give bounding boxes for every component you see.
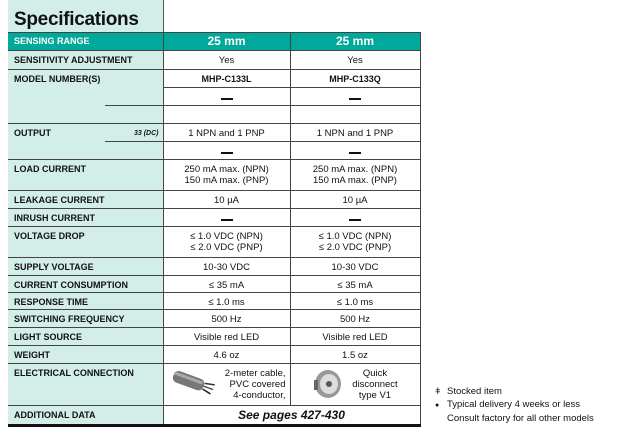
header-row: SENSING RANGE 25 mm 25 mm (8, 32, 421, 51)
table-row: LIGHT SOURCE Visible red LED Visible red… (8, 327, 421, 346)
cell-line: 2-meter cable, (224, 368, 286, 379)
legend-delivery: ● Typical delivery 4 weeks or less (435, 398, 594, 412)
cell-line: type V1 (358, 390, 392, 401)
sensing-range-col2: 25 mm (290, 32, 421, 51)
cell-line: 150 mA max. (PNP) (184, 175, 269, 186)
legend-stocked: ǂ Stocked item (435, 385, 594, 398)
specifications-title-cell: Specifications (8, 0, 164, 32)
table-row: ADDITIONAL DATA See pages 427-430 (8, 405, 421, 427)
row-label: ADDITIONAL DATA (14, 410, 96, 420)
output-sub-label: 33 (DC) (133, 130, 159, 137)
dash-icon (349, 98, 361, 100)
bullet-icon: ● (435, 402, 440, 409)
cell: 10-30 VDC (290, 257, 421, 276)
cell: 10 µA (290, 190, 421, 209)
table-row: MODEL NUMBER(S) MHP-C133L MHP-C133Q (8, 69, 421, 88)
sensing-range-col1: 25 mm (163, 32, 291, 51)
legend-consult: Consult factory for all other models (447, 413, 594, 424)
row-label: LIGHT SOURCE (14, 332, 83, 342)
cell: Yes (290, 50, 421, 70)
page-title: Specifications (14, 9, 139, 30)
row-label: INRUSH CURRENT (14, 213, 95, 223)
table-row: LOAD CURRENT 250 mA max. (NPN) 150 mA max… (8, 159, 421, 191)
table-row: OUTPUT 33 (DC) 1 NPN and 1 PNP 1 NPN and … (8, 123, 421, 142)
cell-line: ≤ 1.0 VDC (NPN) (190, 231, 263, 242)
cell-line: ≤ 1.0 VDC (NPN) (318, 231, 392, 242)
cell-line: 150 mA max. (PNP) (313, 175, 397, 186)
cell: 10-30 VDC (163, 257, 291, 276)
table-row (8, 140, 421, 160)
legend-text: Typical delivery 4 weeks or less (447, 399, 581, 410)
sensing-range-label: SENSING RANGE (8, 32, 164, 51)
row-label: LEAKAGE CURRENT (14, 195, 105, 205)
row-label: OUTPUT (14, 128, 51, 138)
dash-icon (220, 98, 233, 100)
dash-icon (349, 219, 361, 221)
stocked-symbol-icon: ǂ (435, 386, 441, 397)
cell: ≤ 35 mA (290, 275, 421, 293)
row-label: MODEL NUMBER(S) (14, 74, 101, 84)
table-row: LEAKAGE CURRENT 10 µA 10 µA (8, 190, 421, 209)
table-row: SUPPLY VOLTAGE 10-30 VDC 10-30 VDC (8, 257, 421, 276)
cable-icon (172, 370, 215, 395)
cell: ≤ 1.0 ms (290, 292, 421, 310)
table-row: ELECTRICAL CONNECTION 2-meter cable, PVC … (8, 363, 421, 406)
cell: Yes (163, 50, 291, 70)
cell-line: 250 mA max. (NPN) (184, 164, 269, 175)
table-row (8, 104, 421, 124)
table-row: SWITCHING FREQUENCY 500 Hz 500 Hz (8, 309, 421, 328)
model-number-1: MHP-C133L (163, 69, 291, 88)
additional-data-link[interactable]: See pages 427-430 (163, 405, 421, 427)
cell: Visible red LED (290, 327, 421, 346)
row-label: LOAD CURRENT (14, 164, 86, 174)
quick-disconnect-connector-icon (314, 370, 342, 398)
table-row: CURRENT CONSUMPTION ≤ 35 mA ≤ 35 mA (8, 275, 421, 293)
specifications-table: SENSING RANGE 25 mm 25 mm SENSITIVITY AD… (8, 32, 421, 427)
cell: 500 Hz (163, 309, 291, 328)
table-row: VOLTAGE DROP ≤ 1.0 VDC (NPN) ≤ 2.0 VDC (P… (8, 226, 421, 258)
cell-line: 250 mA max. (NPN) (312, 164, 398, 175)
table-row: SENSITIVITY ADJUSTMENT Yes Yes (8, 50, 421, 70)
row-label: CURRENT CONSUMPTION (14, 280, 128, 290)
cell: 4.6 oz (163, 345, 291, 364)
cell-line: ≤ 2.0 VDC (PNP) (318, 242, 392, 253)
row-label: SWITCHING FREQUENCY (14, 314, 125, 324)
dash-icon (220, 219, 233, 221)
cell: ≤ 35 mA (163, 275, 291, 293)
table-row: WEIGHT 4.6 oz 1.5 oz (8, 345, 421, 364)
row-label: ELECTRICAL CONNECTION (14, 368, 134, 378)
cell: Visible red LED (163, 327, 291, 346)
table-row (8, 87, 421, 106)
cell-line: disconnect (352, 379, 398, 390)
cell-line: 4-conductor, (233, 390, 286, 401)
dash-icon (220, 152, 233, 154)
legend: ǂ Stocked item ● Typical delivery 4 weeks … (435, 385, 594, 425)
cell: 1 NPN and 1 PNP (290, 123, 421, 142)
model-number-2: MHP-C133Q (290, 69, 421, 88)
dash-icon (349, 152, 361, 154)
legend-text: Stocked item (447, 386, 502, 397)
row-label: RESPONSE TIME (14, 297, 89, 307)
cell-line: Quick (362, 368, 388, 379)
cell: 1 NPN and 1 PNP (163, 123, 291, 142)
row-label: VOLTAGE DROP (14, 231, 85, 241)
row-label: SENSITIVITY ADJUSTMENT (14, 55, 133, 65)
cell-line: PVC covered (229, 379, 286, 390)
table-row: RESPONSE TIME ≤ 1.0 ms ≤ 1.0 ms (8, 292, 421, 310)
row-label: WEIGHT (14, 350, 50, 360)
table-row: INRUSH CURRENT (8, 208, 421, 227)
cell: 500 Hz (290, 309, 421, 328)
row-label: SUPPLY VOLTAGE (14, 262, 94, 272)
cell: 1.5 oz (290, 345, 421, 364)
cell: 10 µA (163, 190, 291, 209)
cell: ≤ 1.0 ms (163, 292, 291, 310)
cell-line: ≤ 2.0 VDC (PNP) (190, 242, 263, 253)
